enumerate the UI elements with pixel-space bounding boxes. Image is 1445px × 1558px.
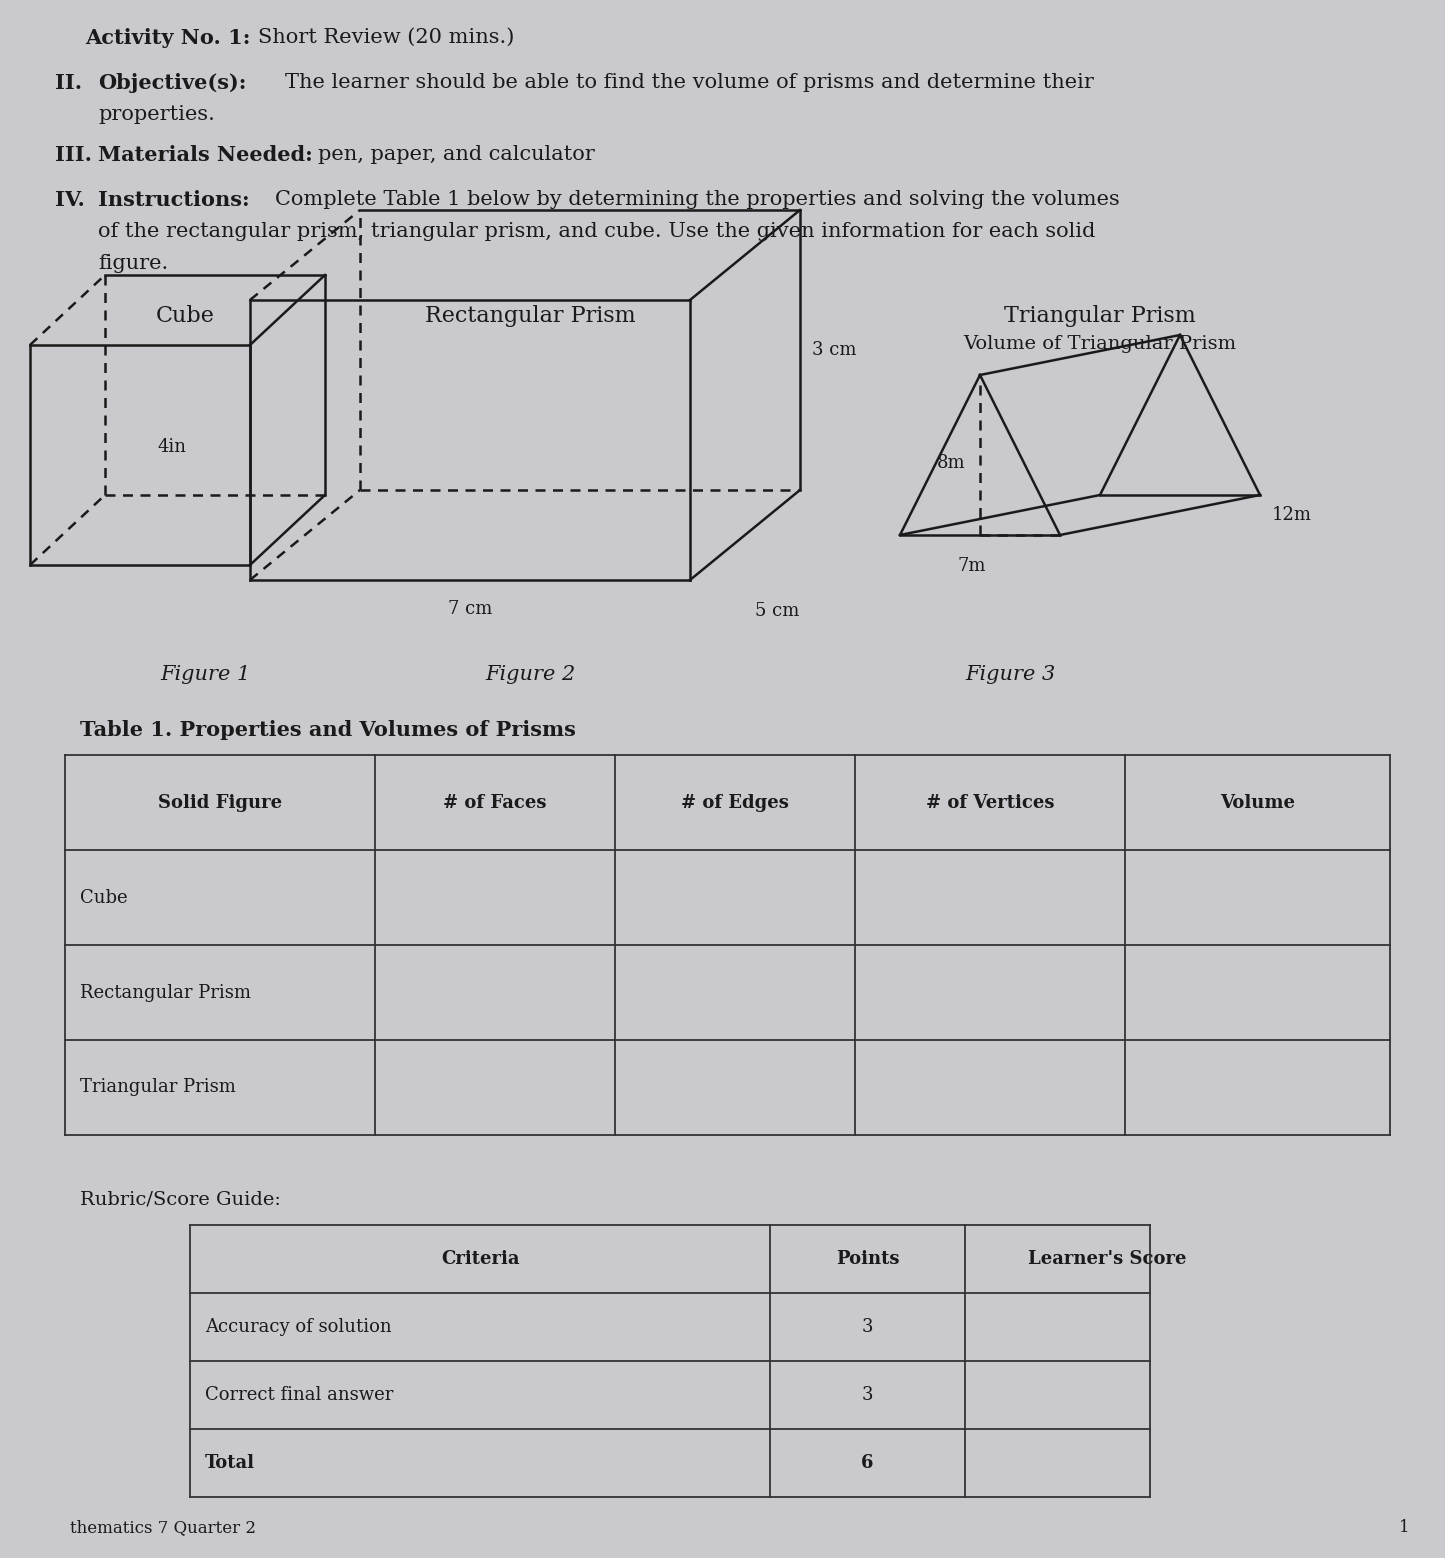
Text: Complete Table 1 below by determining the properties and solving the volumes: Complete Table 1 below by determining th…	[275, 190, 1120, 209]
Text: Short Review (20 mins.): Short Review (20 mins.)	[259, 28, 514, 47]
Text: 7m: 7m	[958, 558, 987, 575]
Text: of the rectangular prism, triangular prism, and cube. Use the given information : of the rectangular prism, triangular pri…	[98, 221, 1095, 241]
Text: Triangular Prism: Triangular Prism	[1004, 305, 1196, 327]
Text: Figure 2: Figure 2	[486, 665, 575, 684]
Text: 3 cm: 3 cm	[812, 341, 857, 358]
Text: III.: III.	[55, 145, 92, 165]
Text: Solid Figure: Solid Figure	[158, 793, 282, 812]
Text: Figure 1: Figure 1	[160, 665, 250, 684]
Text: 7 cm: 7 cm	[448, 600, 493, 619]
Text: Cube: Cube	[79, 888, 127, 907]
Text: # of Vertices: # of Vertices	[926, 793, 1055, 812]
Text: Figure 3: Figure 3	[965, 665, 1055, 684]
Text: # of Edges: # of Edges	[681, 793, 789, 812]
Text: 3: 3	[861, 1318, 873, 1337]
Text: Volume of Triangular Prism: Volume of Triangular Prism	[964, 335, 1237, 354]
Text: 6: 6	[861, 1454, 874, 1472]
Text: pen, paper, and calculator: pen, paper, and calculator	[318, 145, 595, 164]
Text: Materials Needed:: Materials Needed:	[98, 145, 312, 165]
Text: Learner's Score: Learner's Score	[1029, 1250, 1186, 1268]
Text: 12m: 12m	[1272, 506, 1312, 523]
Text: Rubric/Score Guide:: Rubric/Score Guide:	[79, 1190, 280, 1207]
Text: IV.: IV.	[55, 190, 85, 210]
Text: Rectangular Prism: Rectangular Prism	[79, 983, 251, 1002]
Text: thematics 7 Quarter 2: thematics 7 Quarter 2	[69, 1519, 256, 1536]
Text: figure.: figure.	[98, 254, 168, 273]
Text: Table 1. Properties and Volumes of Prisms: Table 1. Properties and Volumes of Prism…	[79, 720, 577, 740]
Text: Instructions:: Instructions:	[98, 190, 250, 210]
Text: Volume: Volume	[1220, 793, 1295, 812]
Text: The learner should be able to find the volume of prisms and determine their: The learner should be able to find the v…	[285, 73, 1094, 92]
Text: Rectangular Prism: Rectangular Prism	[425, 305, 636, 327]
Text: 5 cm: 5 cm	[754, 601, 799, 620]
Text: 4in: 4in	[158, 438, 186, 456]
Text: Correct final answer: Correct final answer	[205, 1387, 393, 1404]
Text: properties.: properties.	[98, 104, 215, 125]
Text: Cube: Cube	[156, 305, 214, 327]
Text: Accuracy of solution: Accuracy of solution	[205, 1318, 392, 1337]
Text: Criteria: Criteria	[441, 1250, 519, 1268]
Text: Total: Total	[205, 1454, 254, 1472]
Text: 3: 3	[861, 1387, 873, 1404]
Text: Triangular Prism: Triangular Prism	[79, 1078, 236, 1097]
Text: Objective(s):: Objective(s):	[98, 73, 247, 93]
Text: Points: Points	[835, 1250, 899, 1268]
Text: 1: 1	[1399, 1519, 1410, 1536]
Text: II.: II.	[55, 73, 82, 93]
Text: Activity No. 1:: Activity No. 1:	[85, 28, 250, 48]
Text: # of Faces: # of Faces	[444, 793, 546, 812]
Text: 8m: 8m	[936, 453, 965, 472]
